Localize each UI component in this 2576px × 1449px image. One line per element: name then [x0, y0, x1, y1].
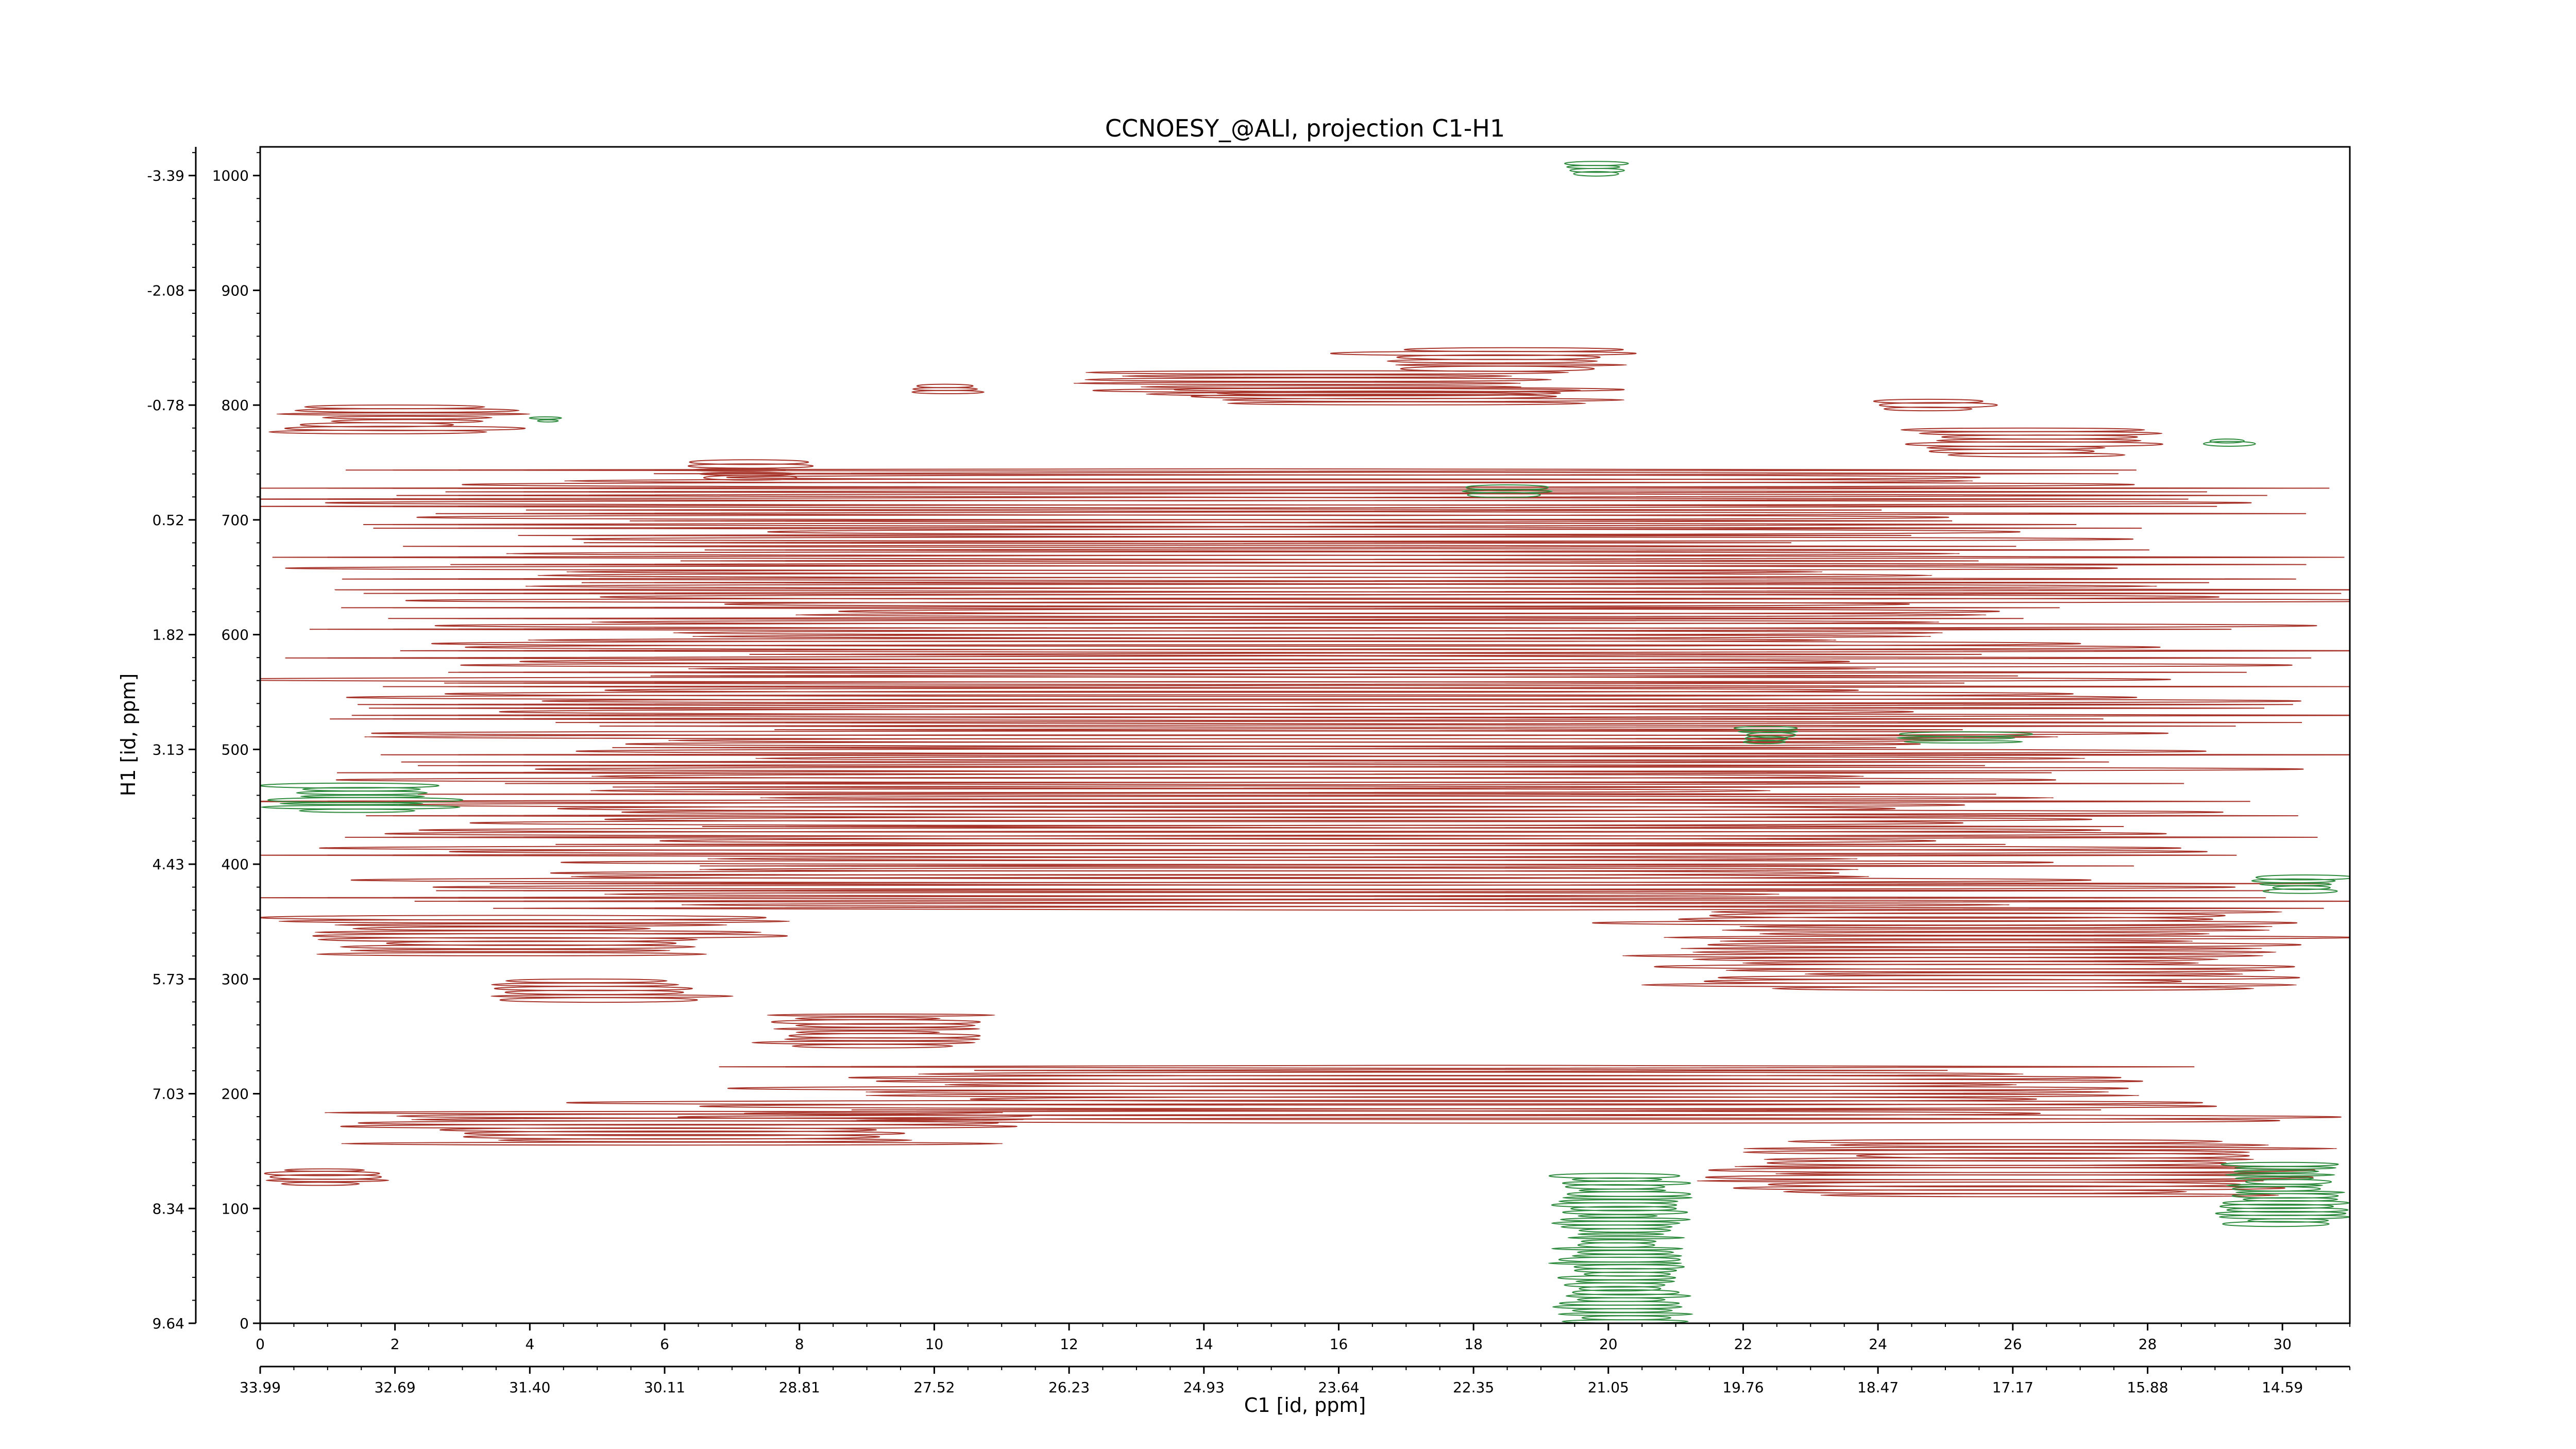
y-tick-label: 400 — [222, 856, 249, 873]
contour-band — [2251, 874, 2350, 894]
x-tick-label: 26 — [2004, 1336, 2022, 1353]
x-ppm-tick-label: 21.05 — [1588, 1379, 1629, 1396]
x-ppm-tick-label: 17.17 — [1992, 1379, 2033, 1396]
contour-band — [1462, 484, 1553, 498]
contour-band — [751, 1013, 995, 1049]
x-ppm-tick-label: 28.81 — [779, 1379, 820, 1396]
y-ppm-tick-label: 5.73 — [152, 971, 184, 988]
y-ppm-tick-label: -2.08 — [147, 282, 184, 299]
contour-band — [1548, 1173, 1693, 1323]
x-ppm-tick-label: 32.69 — [375, 1379, 416, 1396]
y-tick-label: 500 — [222, 741, 249, 758]
chart-title: CCNOESY_@ALI, projection C1-H1 — [1105, 114, 1505, 142]
y-tick-label: 600 — [222, 627, 249, 644]
contour-band — [260, 577, 2350, 865]
x-ppm-tick-label: 14.59 — [2262, 1379, 2303, 1396]
x-ppm-tick-label: 26.23 — [1048, 1379, 1090, 1396]
x-tick-label: 10 — [925, 1336, 944, 1353]
x-ppm-tick-label: 19.76 — [1722, 1379, 1764, 1396]
contour-band — [1900, 427, 2164, 458]
x-tick-label: 20 — [1599, 1336, 1618, 1353]
y-tick-label: 100 — [222, 1200, 249, 1217]
x-tick-label: 14 — [1195, 1336, 1213, 1353]
contour-band — [1592, 909, 2350, 991]
x-ppm-tick-label: 30.11 — [644, 1379, 685, 1396]
x-tick-label: 2 — [391, 1336, 400, 1353]
y-ppm-tick-label: 9.64 — [152, 1315, 184, 1332]
y-axis-title: H1 [id, ppm] — [117, 673, 140, 797]
contour-band — [1330, 347, 1637, 372]
y-tick-label: 900 — [222, 282, 249, 299]
y-axis-ppm: 9.64 8.34 7.03 5.73 4.43 3.13 1.82 0.52 -0.78 -2.… — [147, 152, 196, 1332]
contour-band — [1733, 726, 1799, 745]
y-tick-label: 300 — [222, 971, 249, 988]
y-ppm-tick-label: 0.52 — [152, 512, 184, 529]
contour-band — [260, 782, 463, 813]
x-ppm-tick-label: 33.99 — [240, 1379, 281, 1396]
x-ppm-tick-label: 22.35 — [1453, 1379, 1494, 1396]
x-axis-index: 0 2 4 6 8 10 12 14 16 18 20 22 24 26 28 30 — [256, 1323, 2350, 1353]
y-ppm-tick-label: 1.82 — [152, 627, 184, 644]
x-ppm-tick-label: 18.47 — [1857, 1379, 1899, 1396]
y-tick-label: 700 — [222, 512, 249, 529]
x-tick-label: 0 — [256, 1336, 265, 1353]
contour-band — [529, 416, 562, 423]
contour-band — [1564, 161, 1629, 177]
x-ppm-tick-label: 24.93 — [1183, 1379, 1225, 1396]
x-tick-label: 6 — [660, 1336, 669, 1353]
x-tick-label: 24 — [1869, 1336, 1887, 1353]
contour-band — [260, 864, 2350, 911]
contour-band — [1174, 387, 1625, 406]
y-axis-index: 0 100 200 300 400 500 600 700 800 900 1000 — [212, 152, 260, 1332]
contour-band — [2202, 439, 2256, 447]
contour-band — [260, 468, 2345, 578]
x-tick-label: 8 — [795, 1336, 804, 1353]
contour-band — [2215, 1161, 2350, 1227]
contour-band — [1873, 398, 1998, 412]
y-ppm-tick-label: -0.78 — [147, 397, 184, 414]
contour-band — [911, 383, 985, 395]
y-tick-label: 1000 — [212, 167, 249, 184]
y-tick-label: 200 — [222, 1086, 249, 1103]
contour-band — [260, 915, 790, 956]
x-axis-title: C1 [id, ppm] — [1244, 1394, 1366, 1417]
y-ppm-tick-label: 8.34 — [152, 1200, 184, 1217]
x-ppm-tick-label: 15.88 — [2127, 1379, 2168, 1396]
x-tick-label: 30 — [2273, 1336, 2292, 1353]
x-ppm-tick-label: 23.64 — [1318, 1379, 1359, 1396]
contour-band — [1697, 1139, 2337, 1198]
x-axis-ppm: 33.99 32.69 31.40 30.11 28.81 27.52 26.23 24.93… — [240, 1367, 2350, 1396]
contour-layer — [260, 161, 2350, 1323]
y-tick-label: 800 — [222, 397, 249, 414]
y-ppm-tick-label: -3.39 — [147, 167, 184, 184]
contour-band — [324, 1110, 1032, 1146]
contour-band — [264, 1168, 389, 1186]
x-tick-label: 18 — [1464, 1336, 1483, 1353]
x-tick-label: 22 — [1734, 1336, 1753, 1353]
y-ppm-tick-label: 4.43 — [152, 856, 184, 873]
y-ppm-tick-label: 3.13 — [152, 741, 184, 758]
x-tick-label: 28 — [2139, 1336, 2157, 1353]
contour-band — [268, 405, 531, 434]
x-ppm-tick-label: 31.40 — [509, 1379, 550, 1396]
contour-band — [490, 979, 734, 1003]
contour-band — [1896, 731, 2033, 744]
x-ppm-tick-label: 27.52 — [913, 1379, 955, 1396]
x-tick-label: 4 — [525, 1336, 534, 1353]
y-ppm-tick-label: 7.03 — [152, 1086, 184, 1103]
x-tick-label: 12 — [1060, 1336, 1078, 1353]
y-tick-label: 0 — [240, 1315, 249, 1332]
x-tick-label: 16 — [1330, 1336, 1348, 1353]
